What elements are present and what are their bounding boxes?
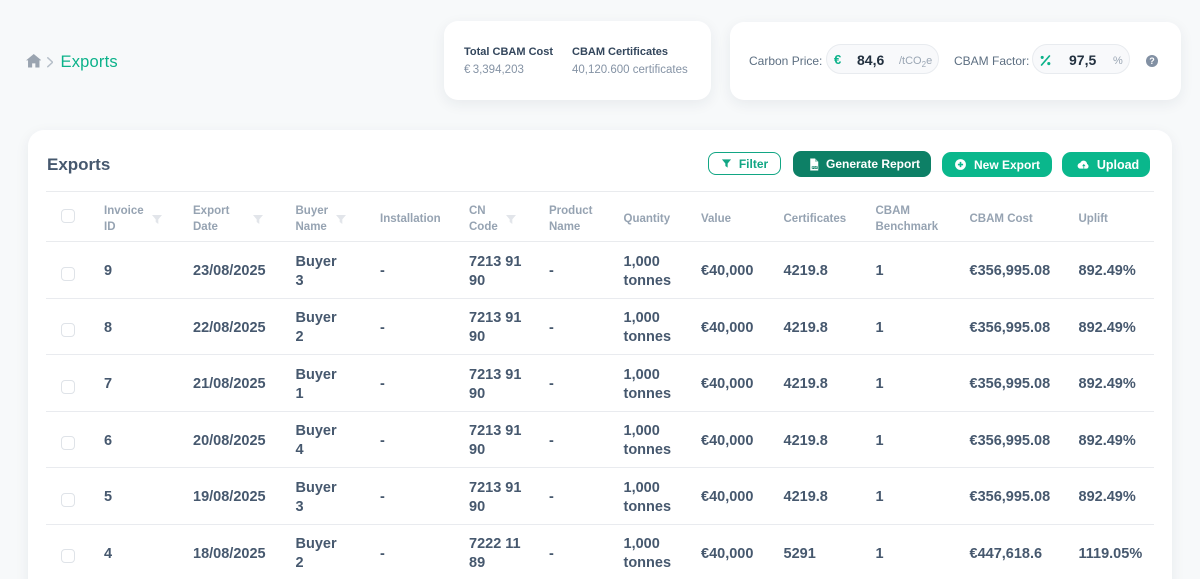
svg-text:PDF: PDF [812, 165, 818, 169]
